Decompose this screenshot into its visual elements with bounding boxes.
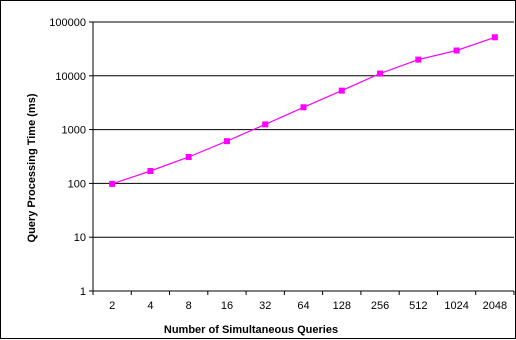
x-axis-title: Number of Simultaneous Queries <box>164 324 338 336</box>
data-point <box>300 104 307 111</box>
x-tick-label: 32 <box>259 300 271 312</box>
x-tick-labels: 2 4 8 16 32 64 128 256 512 1024 2048 <box>109 300 507 312</box>
data-point <box>262 121 269 128</box>
x-tick-label: 64 <box>297 300 309 312</box>
y-tick-label: 1000 <box>62 125 86 137</box>
x-tick-label: 8 <box>186 300 192 312</box>
gridlines <box>89 21 515 295</box>
y-tick-label: 100000 <box>49 17 86 29</box>
x-tick-label: 4 <box>147 300 153 312</box>
y-axis-title: Query Processing Time (ms) <box>26 93 38 242</box>
plot-area <box>93 22 514 291</box>
data-point <box>338 87 345 94</box>
y-tick-labels: 1 10 100 1000 10000 100000 <box>49 17 86 298</box>
x-tick-label: 2048 <box>483 300 507 312</box>
y-tick-label: 100 <box>68 178 86 190</box>
x-tick-label: 2 <box>109 300 115 312</box>
series-group <box>109 34 498 187</box>
data-point <box>415 56 422 63</box>
x-tick-label: 128 <box>333 300 351 312</box>
data-point <box>491 34 498 41</box>
x-tick-label: 1024 <box>444 300 468 312</box>
y-tick-label: 10000 <box>55 71 86 83</box>
data-point <box>109 180 116 187</box>
data-point <box>453 47 460 54</box>
y-tick-label: 1 <box>80 286 86 298</box>
y-tick-label: 10 <box>74 232 86 244</box>
data-point <box>223 138 230 145</box>
data-point <box>377 70 384 77</box>
data-point <box>147 168 154 175</box>
data-point <box>185 153 192 160</box>
x-tick-label: 256 <box>371 300 389 312</box>
x-tick-label: 512 <box>409 300 427 312</box>
x-tick-label: 16 <box>221 300 233 312</box>
